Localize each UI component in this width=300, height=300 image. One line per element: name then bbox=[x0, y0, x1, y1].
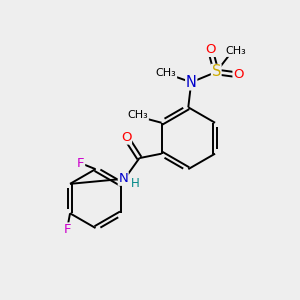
Text: O: O bbox=[121, 131, 131, 144]
Text: S: S bbox=[212, 64, 221, 80]
Text: CH₃: CH₃ bbox=[225, 46, 246, 56]
Text: N: N bbox=[118, 172, 128, 185]
Text: F: F bbox=[77, 157, 85, 170]
Text: CH₃: CH₃ bbox=[156, 68, 177, 78]
Text: O: O bbox=[233, 68, 244, 81]
Text: N: N bbox=[186, 75, 197, 90]
Text: H: H bbox=[130, 177, 140, 190]
Text: CH₃: CH₃ bbox=[128, 110, 148, 120]
Text: O: O bbox=[205, 44, 216, 56]
Text: F: F bbox=[63, 223, 71, 236]
